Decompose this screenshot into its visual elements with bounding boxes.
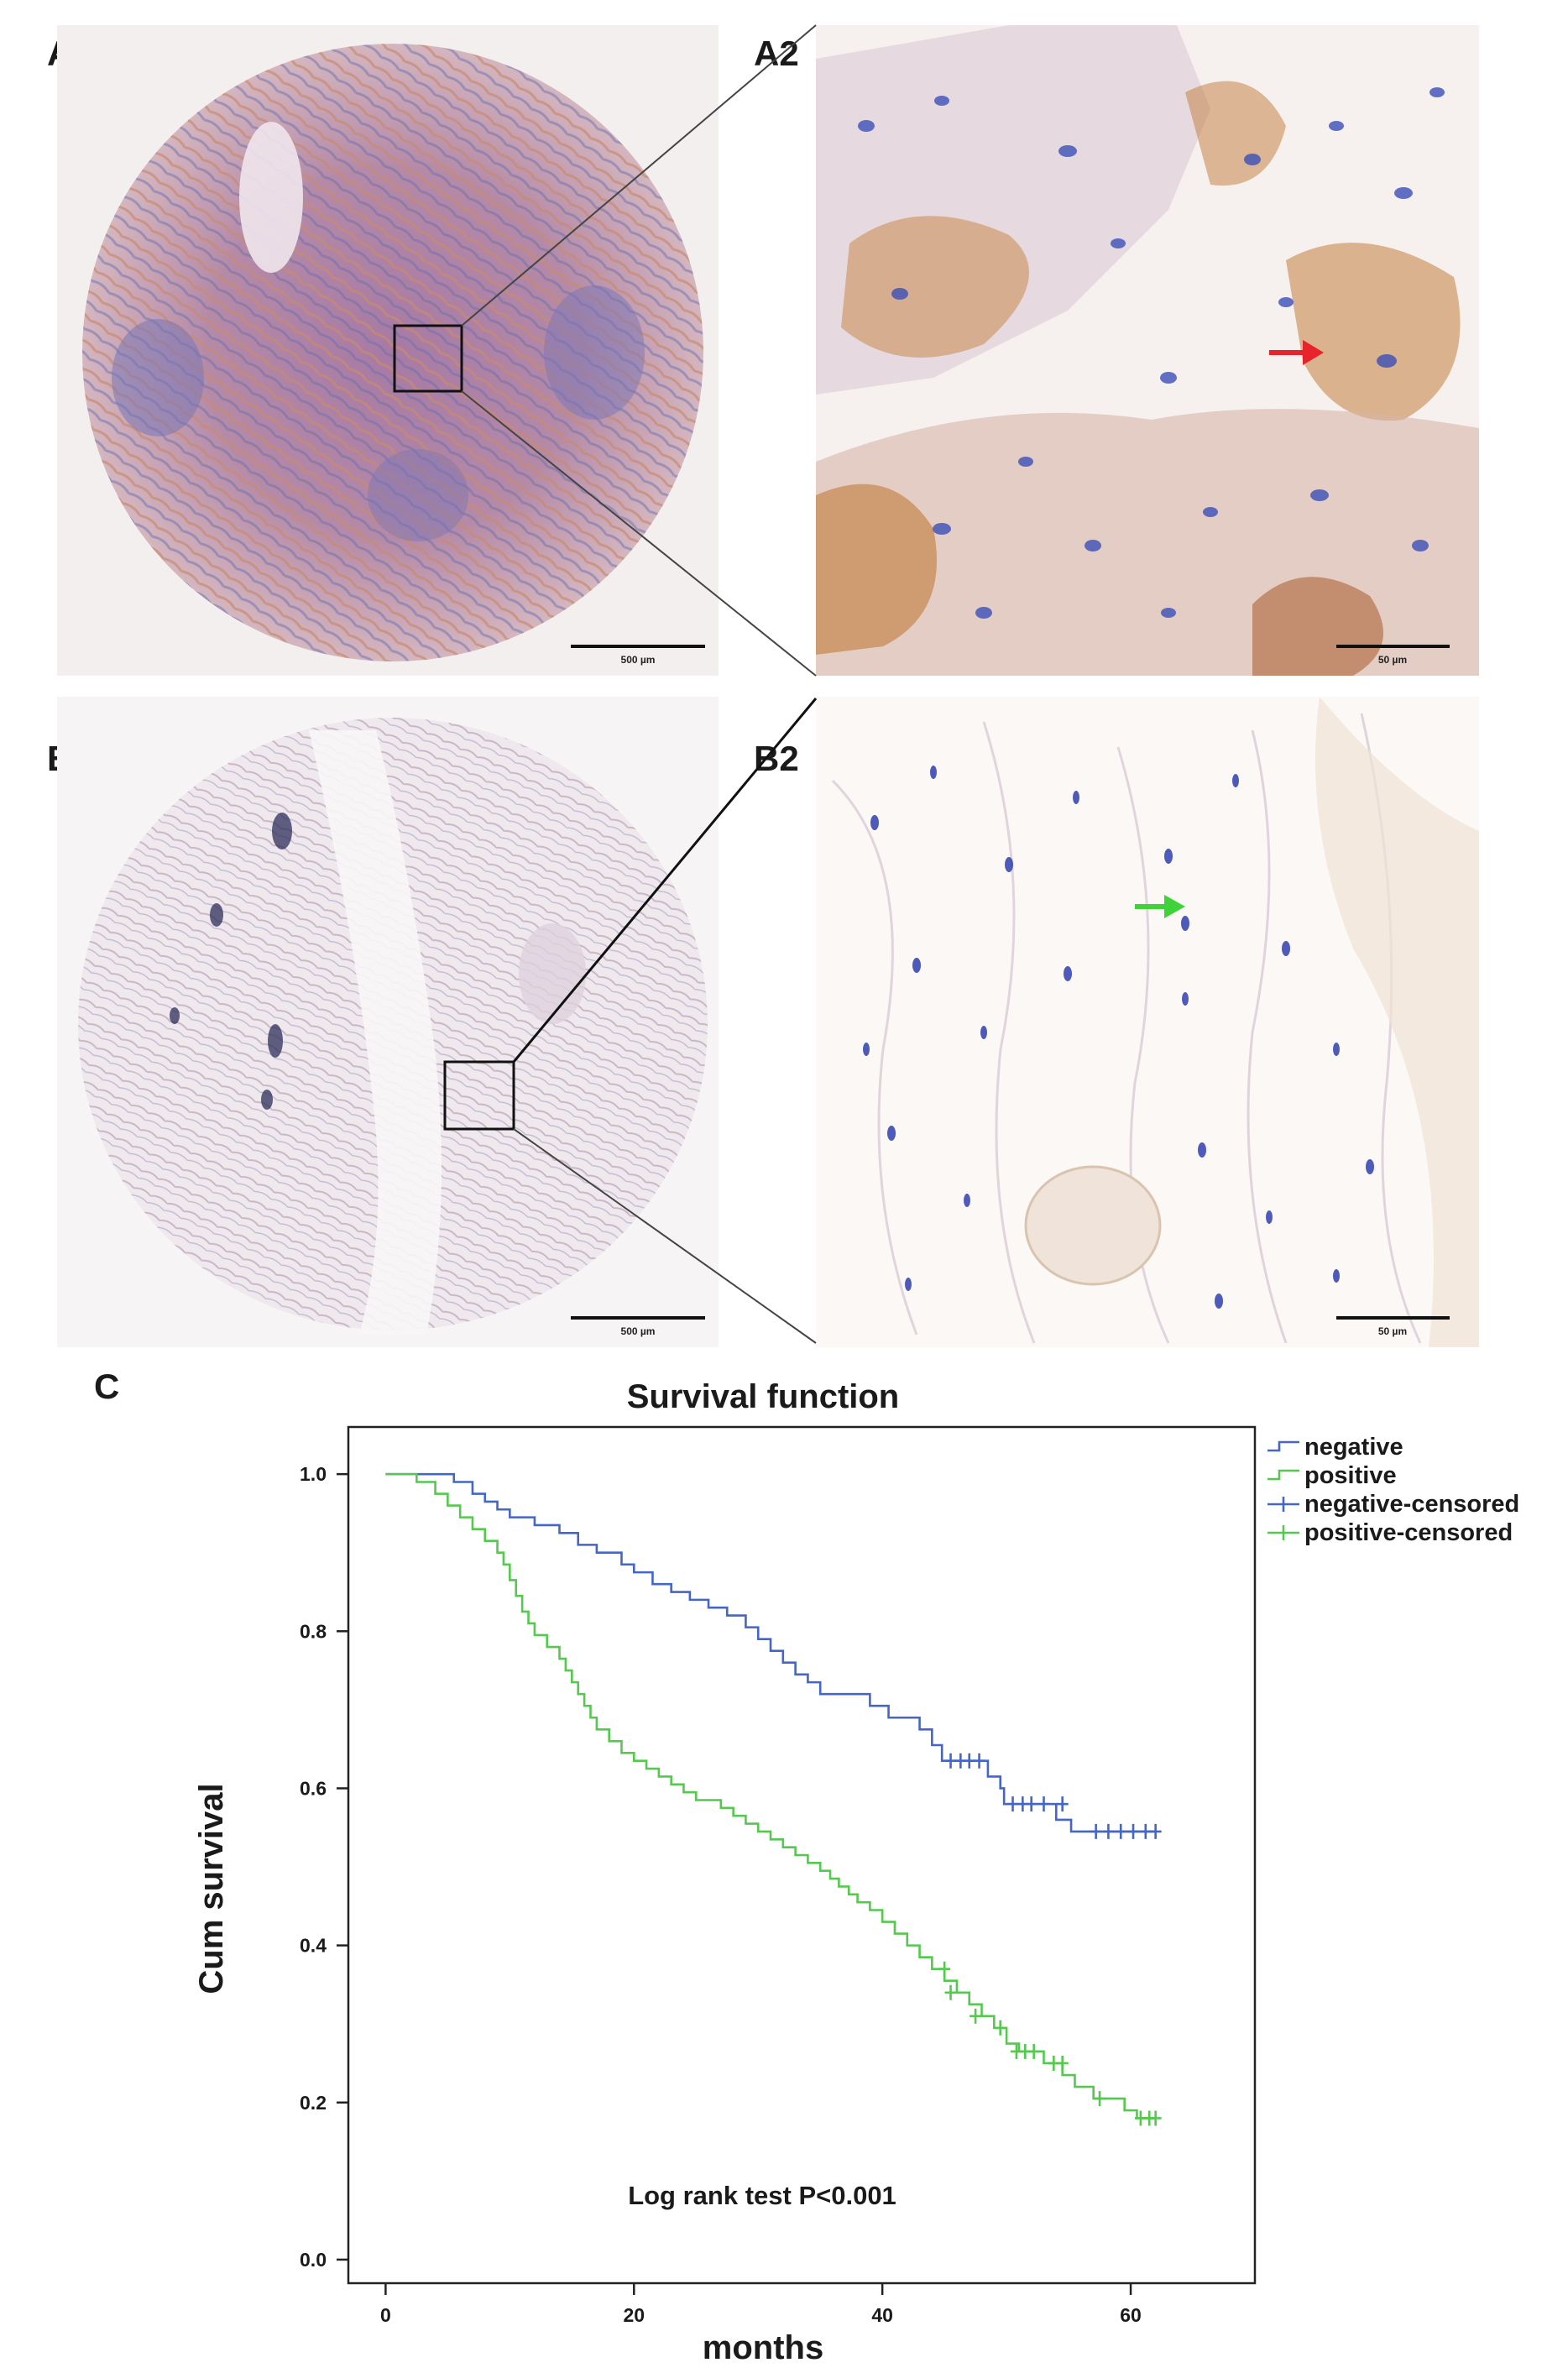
x-tick-label: 40	[871, 2304, 893, 2326]
legend-label-negative: negative	[1304, 1434, 1403, 1461]
micrograph-b1: 500 µm	[57, 697, 719, 1347]
scale-bar-a1	[571, 645, 705, 648]
red-arrow-icon	[1269, 340, 1324, 365]
y-axis-label: Cum survival	[193, 1783, 230, 1994]
scale-bar-a2	[1336, 645, 1450, 648]
x-axis-label: months	[703, 2329, 823, 2366]
panel-label-b2: B2	[754, 739, 799, 778]
censor-mark-positive	[1149, 2110, 1162, 2126]
censor-mark-negative	[1127, 1823, 1140, 1839]
y-tick-label: 0.8	[300, 1620, 327, 1642]
y-tick-label: 0.6	[300, 1777, 327, 1799]
panel-label-a2: A2	[754, 34, 799, 73]
scale-label-b1: 500 µm	[621, 1325, 656, 1337]
y-tick-label: 0.0	[300, 2249, 327, 2271]
log-rank-annotation: Log rank test P<0.001	[628, 2181, 896, 2210]
scale-label-a2: 50 µm	[1378, 654, 1407, 666]
legend-symbol-positive-censored	[1267, 1525, 1299, 1540]
x-tick-label: 0	[380, 2304, 391, 2326]
censor-mark-positive	[938, 1961, 951, 1977]
censor-mark-negative	[963, 1753, 975, 1769]
x-tick-label: 20	[623, 2304, 645, 2326]
legend-label-negative-censored: negative-censored	[1304, 1491, 1519, 1518]
censor-mark-positive	[944, 1984, 957, 2000]
scale-label-b2: 50 µm	[1378, 1325, 1407, 1337]
censor-mark-negative	[1006, 1796, 1019, 1812]
censor-mark-negative	[1037, 1796, 1050, 1812]
micrograph-a2: 50 µm	[816, 25, 1479, 676]
y-tick-label: 0.2	[300, 2092, 327, 2114]
censor-mark-positive	[1027, 2043, 1040, 2059]
chart-title: Survival function	[627, 1378, 900, 1415]
censor-mark-positive	[994, 2020, 1006, 2036]
micrograph-b2: 50 µm	[816, 697, 1479, 1347]
censor-mark-positive	[1094, 2091, 1106, 2107]
series-positive-line	[385, 1472, 1156, 2119]
censor-mark-negative	[1056, 1796, 1069, 1812]
micrograph-a1: 500 µm	[57, 25, 719, 676]
legend-symbol-positive	[1267, 1469, 1299, 1481]
series-negative-line	[385, 1472, 1156, 1833]
scale-bar-b1	[571, 1316, 705, 1320]
censor-mark-negative	[1149, 1823, 1162, 1839]
legend-symbol-negative	[1267, 1440, 1299, 1452]
censor-mark-negative	[1139, 1823, 1152, 1839]
censor-mark-positive	[1056, 2055, 1069, 2071]
series-group	[385, 1472, 1162, 2126]
y-tick-label: 0.4	[300, 1935, 327, 1957]
legend-label-positive: positive	[1304, 1462, 1397, 1489]
scale-label-a1: 500 µm	[621, 654, 656, 666]
censor-mark-negative	[1115, 1823, 1127, 1839]
survival-chart: Survival function 0.0 0.2 0.4 0.6 0.8 1.0 0 20 4…	[193, 1378, 1519, 2366]
y-tick-label: 1.0	[300, 1463, 327, 1485]
censor-mark-negative	[1025, 1796, 1037, 1812]
censor-mark-negative	[1102, 1823, 1115, 1839]
censor-mark-positive	[970, 2008, 982, 2024]
censor-mark-negative	[944, 1753, 957, 1769]
x-tick-label: 60	[1120, 2304, 1142, 2326]
legend-label-positive-censored: positive-censored	[1304, 1519, 1513, 1546]
axes: 0.0 0.2 0.4 0.6 0.8 1.0 0 20 40 60	[300, 1463, 1142, 2326]
legend: negativepositivenegative-censoredpositiv…	[1267, 1434, 1519, 1546]
legend-symbol-negative-censored	[1267, 1497, 1299, 1512]
censor-mark-negative	[1090, 1823, 1102, 1839]
panel-label-c: C	[94, 1367, 120, 1406]
censor-mark-negative	[973, 1753, 985, 1769]
green-arrow-icon	[1135, 895, 1185, 918]
scale-bar-b2	[1336, 1316, 1450, 1320]
